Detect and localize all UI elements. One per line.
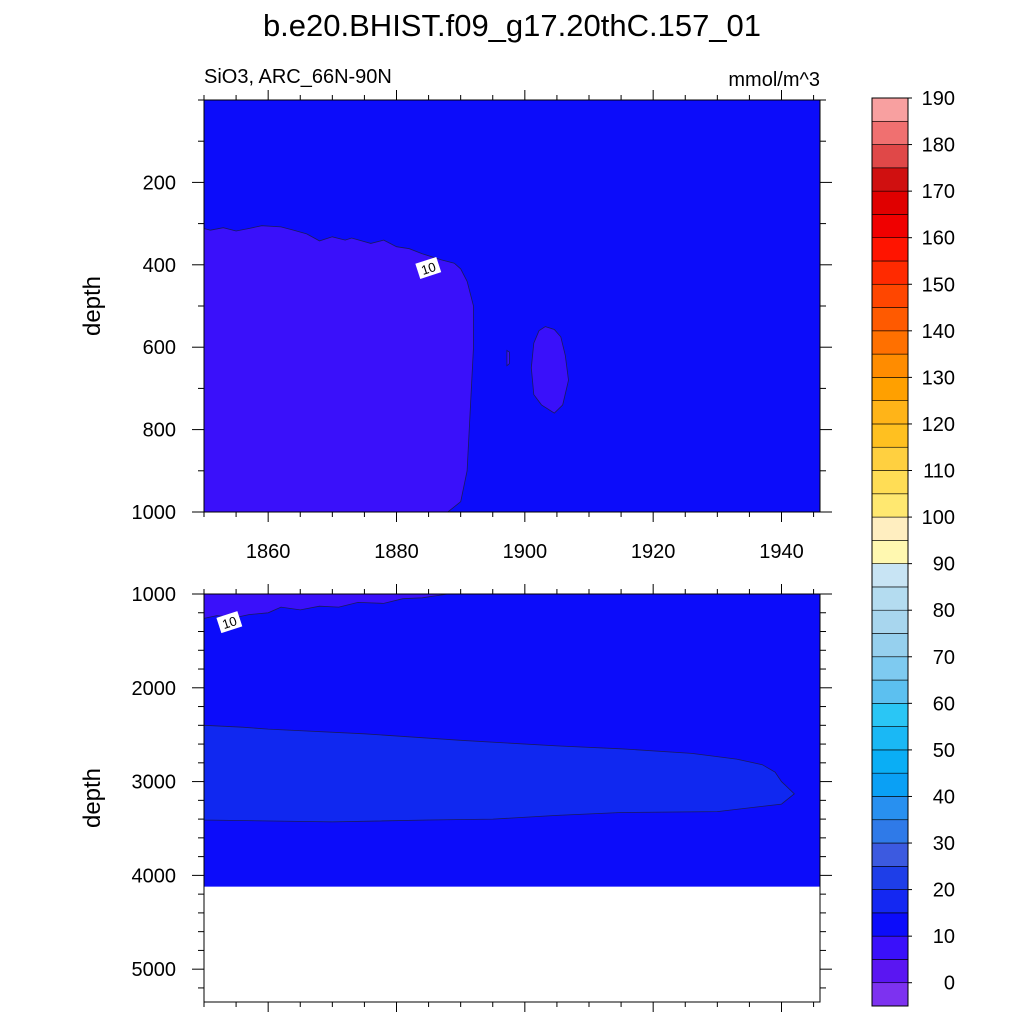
y-tick-label: 3000 bbox=[132, 772, 177, 794]
colorbar-swatch bbox=[871, 842, 909, 867]
colorbar-swatch bbox=[871, 749, 909, 774]
colorbar-swatch bbox=[871, 144, 909, 169]
colorbar-label: 160 bbox=[922, 228, 955, 250]
colorbar-label: 30 bbox=[933, 833, 955, 855]
colorbar-swatch bbox=[871, 912, 909, 937]
y-tick-label: 400 bbox=[143, 255, 176, 277]
x-tick-label: 1940 bbox=[759, 541, 804, 563]
colorbar-swatch bbox=[871, 959, 909, 984]
lower-panel: 1000 2000 3000 4000 5000 depth 10 bbox=[79, 584, 832, 1012]
colorbar-frame bbox=[871, 97, 909, 1007]
y-tick-label: 800 bbox=[143, 420, 176, 442]
colorbar-swatch bbox=[871, 283, 909, 308]
colorbar-swatch bbox=[871, 446, 909, 471]
x-tick-label: 1880 bbox=[374, 541, 419, 563]
colorbar-swatch bbox=[871, 866, 909, 890]
colorbar-label: 100 bbox=[922, 507, 955, 529]
y-tick-label: 2000 bbox=[132, 678, 177, 700]
y-tick-label: 600 bbox=[143, 337, 176, 359]
figure-title: b.e20.BHIST.f09_g17.20thC.157_01 bbox=[263, 8, 761, 43]
colorbar-swatch bbox=[871, 586, 909, 611]
y-tick-label: 200 bbox=[143, 172, 176, 194]
colorbar-swatch bbox=[871, 423, 909, 448]
colorbar-swatch bbox=[871, 377, 909, 401]
y-tick-label: 1000 bbox=[132, 502, 177, 524]
colorbar-swatch bbox=[871, 982, 909, 1007]
colorbar-swatch bbox=[871, 260, 909, 285]
contour-label-box bbox=[216, 611, 243, 634]
colorbar-swatch bbox=[871, 609, 909, 634]
contour-label-text: 10 bbox=[419, 259, 437, 278]
colorbar-swatch bbox=[871, 563, 909, 588]
contour-region bbox=[506, 349, 510, 367]
colorbar-label: 90 bbox=[933, 554, 955, 576]
colorbar-swatch bbox=[871, 540, 909, 564]
colorbar-label: 140 bbox=[922, 321, 955, 343]
contour-label-box bbox=[415, 256, 442, 279]
colorbar: 0 10 20 30 40 50 60 70 80 90 100 110 120 130 140 150 160… bbox=[871, 88, 955, 1007]
colorbar-label: 10 bbox=[933, 926, 955, 948]
colorbar-swatch bbox=[871, 935, 909, 960]
colorbar-swatch bbox=[871, 889, 909, 914]
colorbar-swatch bbox=[871, 120, 909, 145]
colorbar-swatch bbox=[871, 97, 909, 122]
colorbar-label: 60 bbox=[933, 693, 955, 715]
contour-region bbox=[530, 326, 569, 414]
colorbar-swatch bbox=[871, 353, 909, 378]
colorbar-swatch bbox=[871, 470, 909, 495]
colorbar-label: 50 bbox=[933, 740, 955, 762]
colorbar-swatch bbox=[871, 633, 909, 658]
colorbar-swatch bbox=[871, 214, 909, 238]
colorbar-swatch bbox=[871, 167, 909, 192]
colorbar-swatch bbox=[871, 190, 909, 215]
colorbar-label: 180 bbox=[922, 135, 955, 157]
x-tick-label: 1900 bbox=[503, 541, 548, 563]
x-tick-label: 1860 bbox=[246, 541, 291, 563]
colorbar-label: 110 bbox=[923, 461, 955, 483]
colorbar-swatch bbox=[871, 307, 909, 332]
contour-label-text: 10 bbox=[220, 613, 238, 632]
y-tick-label: 4000 bbox=[132, 865, 177, 887]
colorbar-label: 20 bbox=[933, 880, 955, 902]
colorbar-label: 190 bbox=[922, 88, 955, 110]
x-tick-label: 1920 bbox=[631, 541, 676, 563]
upper-panel: 1860 1880 1900 1920 1940 200 400 600 800 1000 dept… bbox=[79, 90, 832, 563]
y-tick-label: 5000 bbox=[132, 959, 177, 981]
contour-label: 10 bbox=[216, 611, 243, 634]
colorbar-swatch bbox=[871, 493, 909, 518]
contour-region bbox=[203, 225, 474, 513]
colorbar-swatch bbox=[871, 516, 909, 541]
colorbar-swatch bbox=[871, 726, 909, 751]
colorbar-label: 0 bbox=[944, 973, 955, 995]
colorbar-label: 120 bbox=[922, 414, 955, 436]
colorbar-label: 170 bbox=[922, 181, 955, 203]
y-axis-label: depth bbox=[79, 276, 106, 336]
colorbar-swatch bbox=[871, 330, 909, 355]
y-tick-label: 1000 bbox=[132, 584, 177, 606]
colorbar-label: 80 bbox=[933, 600, 955, 622]
y-axis-label: depth bbox=[79, 768, 106, 828]
colorbar-label: 130 bbox=[922, 367, 955, 389]
colorbar-swatch bbox=[871, 656, 909, 681]
left-subtitle: SiO3, ARC_66N-90N bbox=[204, 66, 392, 88]
colorbar-swatch bbox=[871, 237, 909, 262]
contour-label: 10 bbox=[415, 256, 442, 279]
colorbar-swatch bbox=[871, 772, 909, 797]
colorbar-label: 40 bbox=[933, 786, 955, 808]
colorbar-swatch bbox=[871, 796, 909, 821]
units-label: mmol/m^3 bbox=[728, 69, 820, 91]
colorbar-swatch bbox=[871, 679, 909, 704]
plot-frame bbox=[203, 593, 821, 1003]
colorbar-label: 150 bbox=[922, 274, 955, 296]
colorbar-swatch bbox=[871, 819, 909, 844]
contour-region bbox=[203, 724, 795, 823]
colorbar-swatch bbox=[871, 400, 909, 425]
colorbar-swatch bbox=[871, 703, 909, 727]
colorbar-label: 70 bbox=[933, 647, 955, 669]
